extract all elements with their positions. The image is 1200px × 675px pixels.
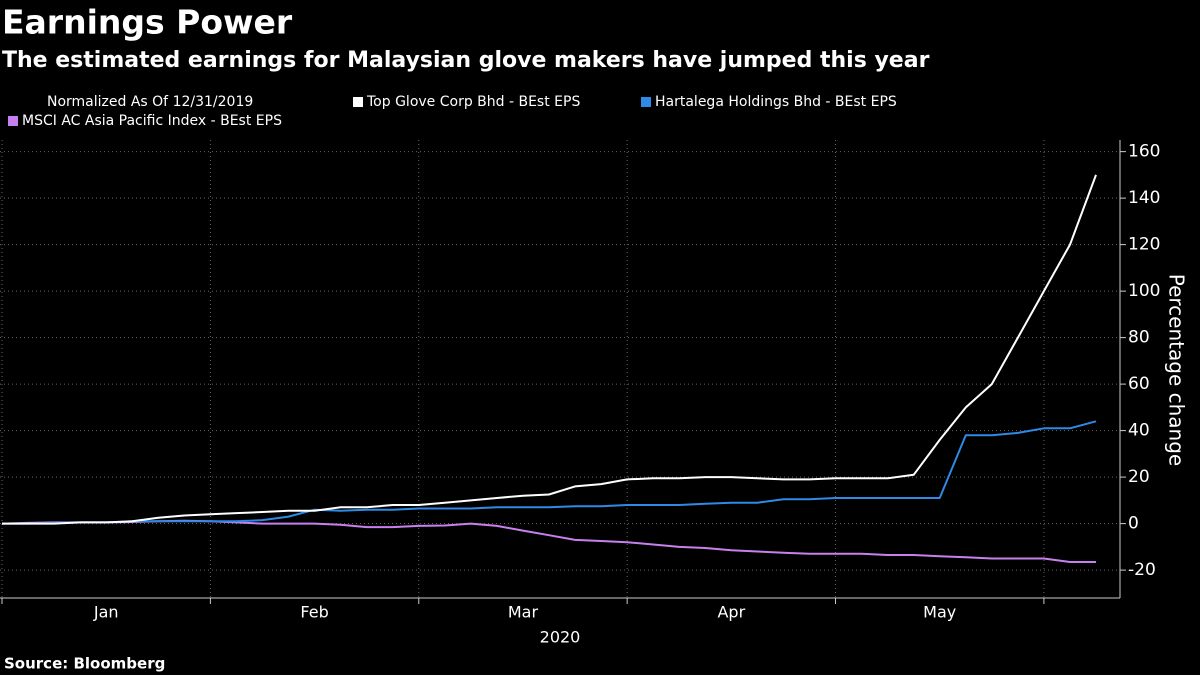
y-tick-label: 0 (1128, 514, 1139, 534)
x-axis-label: 2020 (540, 628, 581, 647)
legend-swatch (353, 97, 363, 107)
legend-title: Normalized As Of 12/31/2019 (47, 94, 253, 110)
legend-swatch (8, 116, 18, 126)
x-tick-label: Jan (93, 603, 119, 622)
chart-title: Earnings Power (2, 3, 293, 42)
y-tick-label: 140 (1128, 188, 1160, 208)
y-tick-label: 120 (1128, 235, 1160, 255)
y-tick-label: 160 (1128, 142, 1160, 162)
legend-label: Hartalega Holdings Bhd - BEst EPS (655, 94, 897, 110)
legend-label: Top Glove Corp Bhd - BEst EPS (366, 94, 580, 110)
series-line (2, 420, 1097, 525)
x-tick-label: Feb (300, 603, 328, 622)
y-axis-label: Percentage change (1165, 274, 1189, 466)
source: Source: Bloomberg (4, 655, 165, 673)
x-tick-label: Apr (717, 603, 745, 622)
legend-swatch (641, 97, 651, 107)
y-tick-label: -20 (1128, 560, 1156, 580)
legend-label: MSCI AC Asia Pacific Index - BEst EPS (22, 113, 282, 129)
x-tick-label: May (923, 603, 956, 622)
y-tick-label: 20 (1128, 467, 1150, 487)
y-tick-label: 100 (1128, 281, 1160, 301)
x-tick-label: Mar (508, 603, 539, 622)
series-line (2, 174, 1097, 525)
y-tick-label: 80 (1128, 328, 1150, 348)
y-tick-label: 60 (1128, 374, 1150, 394)
y-tick-label: 40 (1128, 421, 1150, 441)
chart-subtitle: The estimated earnings for Malaysian glo… (2, 48, 930, 73)
